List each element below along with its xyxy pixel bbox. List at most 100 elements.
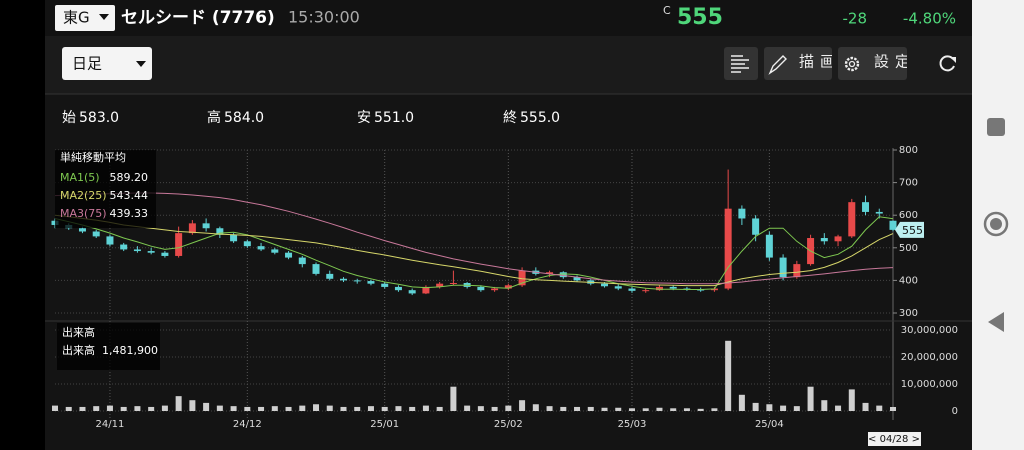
dropdown-arrow [99,14,109,20]
volume-bar [766,404,773,411]
volume-bar [505,405,512,411]
legend-name: MA2(25) [60,189,107,202]
nav-home[interactable] [983,211,1009,237]
volume-title: 出来高 [62,325,95,339]
candle-body [642,290,650,292]
candle-body [92,231,100,237]
candle-body [848,202,856,237]
candle-body [601,283,609,287]
volume-bar [876,405,883,411]
candle-body [147,251,155,253]
y-tick-label: 400 [899,275,918,286]
volume-bar [807,386,814,411]
ohlc-value: 555.0 [520,110,560,126]
legend-name: MA1(5) [60,171,100,184]
volume-bar [560,406,567,411]
volume-bar [244,406,251,411]
ohlc-label: 高 [207,109,221,126]
volume-bar [862,402,869,411]
period-select[interactable] [62,47,152,80]
cursor-box [868,432,921,446]
period: 日足 [72,55,102,73]
cursor-label: < 04/28 > [868,434,920,445]
candle-body [285,252,293,258]
candle-body [477,286,485,291]
volume-bar [93,406,100,411]
volume-bar [532,404,539,411]
candle-body [724,208,732,289]
time: 15:30:00 [288,8,360,27]
candle-body [188,223,196,234]
price-tag-label: 555 [902,224,923,237]
volume-bar [656,407,663,411]
legend-title: 単純移動平均 [60,150,126,164]
x-tick-label: 24/11 [96,419,125,430]
candle-body [875,211,883,214]
candle-body [381,283,389,287]
pencil-icon [768,55,787,75]
exchange-select[interactable] [55,5,115,31]
volume-bar [340,406,347,411]
legend-name: MA3(75) [60,207,107,220]
volume-bar [422,405,429,411]
volume-bar [161,405,168,411]
volume-bar [738,394,745,411]
legend-box [57,323,160,370]
ohlc-value: 584.0 [224,110,264,126]
volume-bar [890,406,896,411]
candle-body [339,278,347,281]
v-tick-label: 10,000,000 [901,379,958,390]
candle-body [559,272,567,278]
y-tick-label: 700 [899,178,918,189]
volume-bar [230,406,237,411]
candle-body [120,244,128,250]
gear-icon [844,56,860,72]
change-pct: -4.80% [903,10,956,28]
candle-body [161,252,169,256]
x-tick-label: 25/03 [618,419,647,430]
refresh-icon[interactable] [939,55,955,72]
volume-bar [725,340,732,411]
volume-bar [134,406,141,411]
legend-value: 439.33 [110,207,149,220]
nav-recent[interactable] [987,118,1005,136]
legend-value: 543.44 [110,189,149,202]
volume-bar [711,408,718,411]
candle-body [546,272,554,274]
volume-bar [780,405,787,411]
x-tick-label: 25/02 [494,419,523,430]
candle-body [243,241,251,247]
volume-bar [313,404,320,411]
nav-back[interactable] [988,312,1004,332]
change: -28 [843,10,868,28]
v-tick-label: 0 [952,406,958,417]
y-tick-label: 500 [899,243,918,254]
candle-body [216,228,224,235]
candle-body [257,246,265,250]
volume-bar [519,400,526,411]
volume-bar [65,406,72,411]
settings-button[interactable] [838,47,907,80]
volume-bar [450,386,457,411]
legend-box [55,150,156,228]
price-tag [895,221,924,238]
candle-body [408,290,416,294]
candle-body [175,233,183,256]
candle-body [862,202,870,212]
y-tick-label: 600 [899,210,918,221]
volume-bar [175,396,182,411]
volume-bar [491,406,498,411]
volume-bar [683,408,690,411]
volume-bar [395,406,402,411]
exchange: 東G [63,9,90,27]
ohlc-label: 始 [62,110,76,126]
volume-bar [587,406,594,411]
volume-bar [615,407,622,411]
stock-name: セルシード (7776) [121,8,275,28]
draw-label: 描画 [799,53,841,71]
volume-bar [628,408,635,411]
volume-bar [835,405,842,411]
draw-button[interactable] [764,47,832,80]
candle-body [752,218,760,235]
x-tick-label: 24/12 [233,419,262,430]
